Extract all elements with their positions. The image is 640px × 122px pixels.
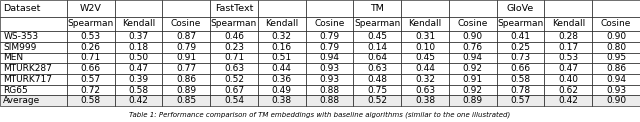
Text: Table 1: Performance comparison of TM embeddings with baseline algorithms (simil: Table 1: Performance comparison of TM em… <box>129 111 511 118</box>
